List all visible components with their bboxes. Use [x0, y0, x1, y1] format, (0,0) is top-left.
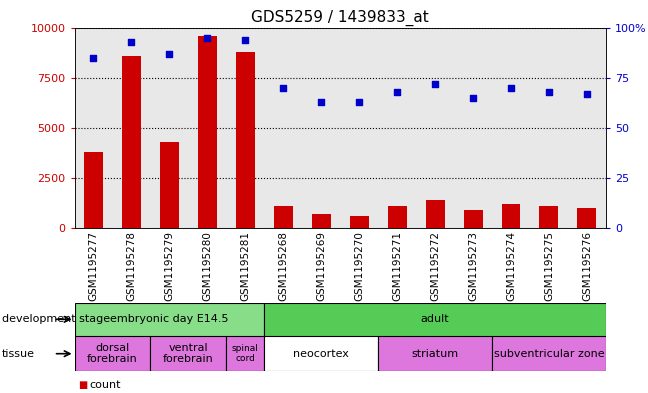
Point	[468, 94, 478, 101]
Bar	[530, 28, 568, 228]
Bar	[189, 28, 226, 228]
Text: tissue: tissue	[2, 349, 35, 359]
Point	[126, 39, 137, 45]
Title: GDS5259 / 1439833_at: GDS5259 / 1439833_at	[251, 10, 429, 26]
Bar	[454, 28, 492, 228]
Bar	[75, 336, 150, 371]
Bar	[160, 142, 179, 228]
Bar	[236, 51, 255, 228]
Bar	[75, 28, 113, 228]
Point	[354, 99, 364, 105]
Bar	[226, 336, 264, 371]
Point	[544, 88, 554, 95]
Bar	[502, 204, 520, 228]
Bar	[150, 28, 189, 228]
Bar	[150, 336, 226, 371]
Point	[430, 81, 440, 87]
Text: count: count	[89, 380, 121, 390]
Point	[164, 50, 174, 57]
Text: development stage: development stage	[2, 314, 110, 324]
Bar	[568, 28, 606, 228]
Bar	[198, 35, 217, 228]
Bar	[264, 336, 378, 371]
Bar	[577, 208, 596, 228]
Bar	[340, 28, 378, 228]
Bar	[539, 206, 559, 228]
Text: striatum: striatum	[411, 349, 459, 359]
Bar	[350, 216, 369, 228]
Bar	[113, 28, 150, 228]
Text: ventral
forebrain: ventral forebrain	[163, 343, 214, 364]
Bar	[463, 210, 483, 228]
Point	[278, 84, 288, 91]
Point	[240, 37, 251, 43]
Bar	[75, 303, 264, 336]
Point	[202, 35, 213, 41]
Bar	[84, 152, 103, 228]
Point	[88, 55, 98, 61]
Bar	[426, 200, 445, 228]
Bar	[492, 28, 530, 228]
Bar	[378, 336, 492, 371]
Bar	[492, 336, 606, 371]
Bar	[122, 55, 141, 228]
Text: subventricular zone: subventricular zone	[494, 349, 605, 359]
Bar	[264, 303, 606, 336]
Point	[506, 84, 516, 91]
Text: adult: adult	[421, 314, 450, 324]
Point	[582, 90, 592, 97]
Text: embryonic day E14.5: embryonic day E14.5	[110, 314, 229, 324]
Text: dorsal
forebrain: dorsal forebrain	[87, 343, 138, 364]
Bar	[378, 28, 416, 228]
Text: spinal
cord: spinal cord	[232, 344, 259, 364]
Text: neocortex: neocortex	[294, 349, 349, 359]
Bar	[273, 206, 293, 228]
Text: ■: ■	[78, 380, 87, 390]
Bar	[226, 28, 264, 228]
Bar	[388, 206, 406, 228]
Point	[392, 88, 402, 95]
Bar	[302, 28, 340, 228]
Bar	[312, 214, 330, 228]
Bar	[264, 28, 302, 228]
Bar	[416, 28, 454, 228]
Point	[316, 99, 327, 105]
